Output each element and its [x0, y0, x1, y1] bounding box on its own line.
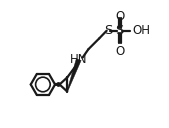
- Polygon shape: [67, 59, 81, 92]
- Text: O: O: [115, 10, 124, 23]
- Text: O: O: [115, 45, 124, 58]
- Text: S: S: [116, 24, 124, 37]
- Text: S: S: [104, 24, 112, 37]
- Text: HN: HN: [70, 53, 88, 66]
- Text: OH: OH: [132, 24, 151, 37]
